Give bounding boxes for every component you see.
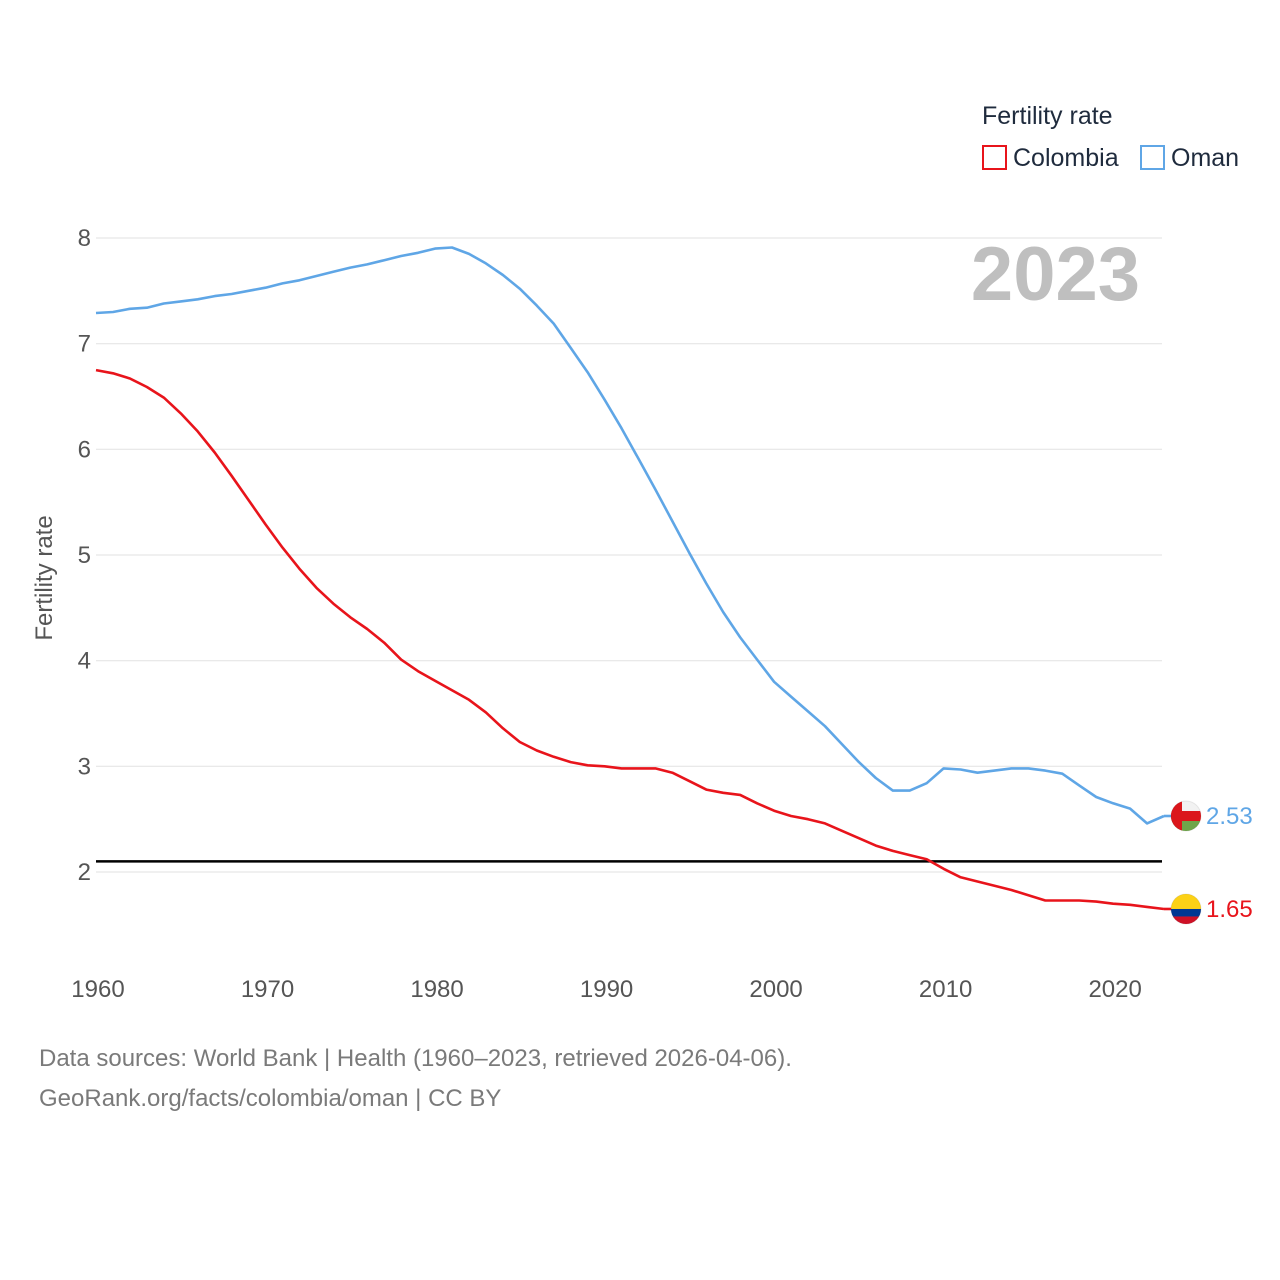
end-value-colombia: 1.65 [1206,896,1253,923]
y-tick-5: 5 [78,542,91,569]
series-line-oman[interactable] [95,246,1165,825]
legend-title: Fertility rate [982,102,1113,130]
y-axis-title: Fertility rate [31,515,58,640]
y-tick-3: 3 [78,753,91,780]
oman-flag-icon [1170,800,1202,832]
legend-item-oman[interactable]: Oman [1140,144,1239,172]
legend-item-colombia[interactable]: Colombia [982,144,1119,172]
y-tick-8: 8 [78,225,91,252]
y-tick-4: 4 [78,648,91,675]
end-value-oman: 2.53 [1206,803,1253,830]
legend-label-colombia: Colombia [1013,144,1119,172]
legend: Fertility rate Colombia Oman [982,102,1239,172]
footer-sources: Data sources: World Bank | Health (1960–… [39,1045,792,1072]
x-tick-2010: 2010 [919,976,972,1003]
legend-label-oman: Oman [1171,144,1239,172]
series-line-colombia[interactable] [95,368,1165,911]
legend-swatch-colombia [982,145,1007,170]
x-tick-1990: 1990 [580,976,633,1003]
y-tick-6: 6 [78,436,91,463]
colombia-flag-icon [1170,893,1202,925]
legend-swatch-oman [1140,145,1165,170]
x-tick-2020: 2020 [1088,976,1141,1003]
series-end-markers: 1.65 2.53 [1164,800,1253,925]
y-axis-ticks: 2 3 4 5 6 7 8 [78,225,91,886]
x-tick-1980: 1980 [410,976,463,1003]
footer-attribution[interactable]: GeoRank.org/facts/colombia/oman | CC BY [39,1085,502,1112]
x-tick-1960: 1960 [71,976,124,1003]
year-label: 2023 [971,232,1140,317]
x-tick-1970: 1970 [241,976,294,1003]
y-tick-2: 2 [78,859,91,886]
x-tick-2000: 2000 [749,976,802,1003]
x-axis-ticks: 1960 1970 1980 1990 2000 2010 2020 [71,976,1142,1003]
series-lines [95,246,1165,911]
grid-lines [96,237,1162,873]
y-tick-7: 7 [78,331,91,358]
